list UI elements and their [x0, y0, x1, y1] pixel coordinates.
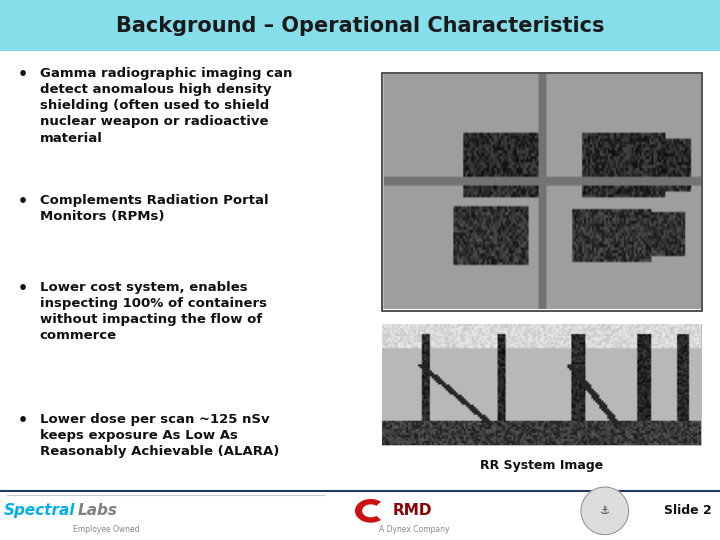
Text: •: •: [18, 413, 28, 428]
Text: Slide 2: Slide 2: [664, 504, 711, 517]
Text: Gamma radiographic imaging can
detect anomalous high density
shielding (often us: Gamma radiographic imaging can detect an…: [40, 68, 292, 145]
FancyBboxPatch shape: [0, 491, 720, 540]
Text: RR System Image: RR System Image: [480, 459, 603, 472]
Text: •: •: [18, 281, 28, 296]
Text: Complements Radiation Portal
Monitors (RPMs): Complements Radiation Portal Monitors (R…: [40, 194, 269, 224]
Text: Background – Operational Characteristics: Background – Operational Characteristics: [116, 16, 604, 36]
Text: ⚓: ⚓: [600, 506, 610, 516]
Text: Lower cost system, enables
inspecting 100% of containers
without impacting the f: Lower cost system, enables inspecting 10…: [40, 281, 266, 342]
Text: Labs: Labs: [78, 503, 118, 518]
FancyBboxPatch shape: [382, 324, 702, 446]
Text: •: •: [18, 68, 28, 83]
Text: Employee Owned: Employee Owned: [73, 525, 140, 534]
Text: RMD: RMD: [392, 503, 432, 518]
Text: Spectral: Spectral: [4, 503, 76, 518]
Text: •: •: [18, 194, 28, 210]
Text: Lower dose per scan ~125 nSv
keeps exposure As Low As
Reasonably Achievable (ALA: Lower dose per scan ~125 nSv keeps expos…: [40, 413, 279, 458]
Polygon shape: [581, 487, 629, 535]
Wedge shape: [355, 499, 381, 523]
FancyBboxPatch shape: [0, 0, 720, 51]
FancyBboxPatch shape: [383, 74, 701, 309]
Text: A Dynex Company: A Dynex Company: [379, 525, 449, 534]
